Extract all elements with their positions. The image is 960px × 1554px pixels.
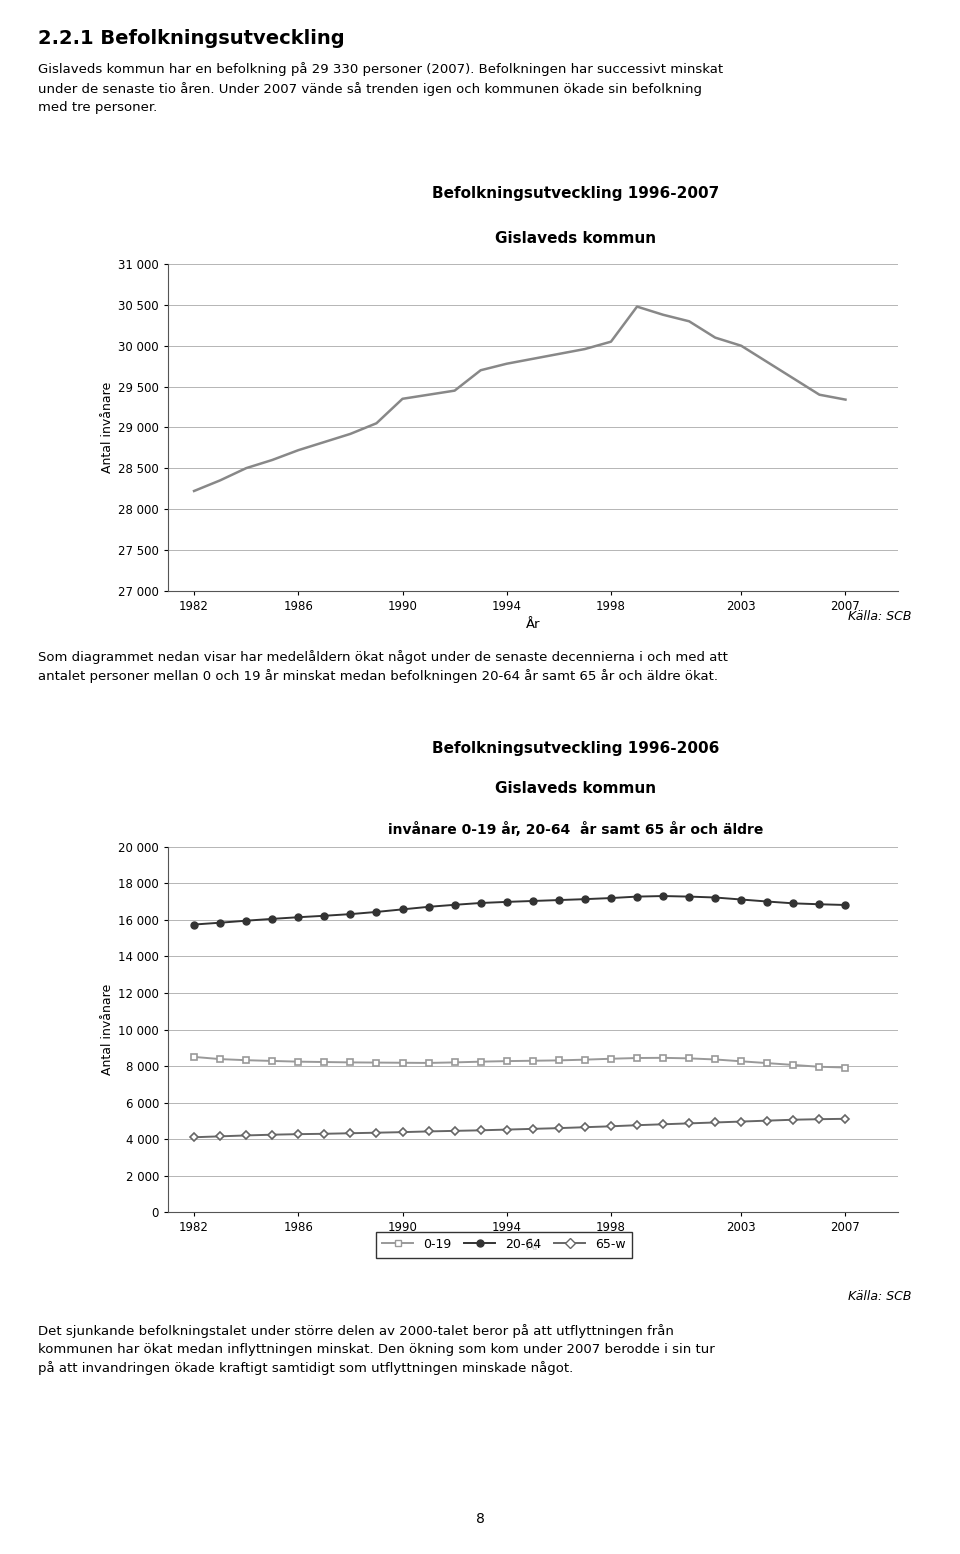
Text: Källa: SCB: Källa: SCB	[849, 611, 912, 623]
X-axis label: År: År	[525, 618, 540, 631]
Text: Gislaveds kommun: Gislaveds kommun	[495, 782, 657, 796]
Text: Befolkningsutveckling 1996-2006: Befolkningsutveckling 1996-2006	[432, 741, 720, 757]
Text: Som diagrammet nedan visar har medelåldern ökat något under de senaste decennier: Som diagrammet nedan visar har medelålde…	[38, 650, 729, 684]
Y-axis label: Antal invånare: Antal invånare	[101, 382, 114, 472]
X-axis label: År: År	[525, 1240, 540, 1253]
Legend: 0-19, 20-64, 65-w: 0-19, 20-64, 65-w	[376, 1232, 632, 1257]
Text: invånare 0-19 år, 20-64  år samt 65 år och äldre: invånare 0-19 år, 20-64 år samt 65 år oc…	[388, 822, 764, 836]
Text: Gislaveds kommun: Gislaveds kommun	[495, 232, 657, 246]
Text: 8: 8	[475, 1512, 485, 1526]
Text: Det sjunkande befolkningstalet under större delen av 2000-talet beror på att utf: Det sjunkande befolkningstalet under stö…	[38, 1324, 715, 1375]
Y-axis label: Antal invånare: Antal invånare	[101, 984, 114, 1075]
Text: Gislaveds kommun har en befolkning på 29 330 personer (2007). Befolkningen har s: Gislaveds kommun har en befolkning på 29…	[38, 62, 724, 113]
Text: Befolkningsutveckling 1996-2007: Befolkningsutveckling 1996-2007	[432, 186, 720, 202]
Text: Källa: SCB: Källa: SCB	[849, 1290, 912, 1302]
Text: 2.2.1 Befolkningsutveckling: 2.2.1 Befolkningsutveckling	[38, 28, 345, 48]
